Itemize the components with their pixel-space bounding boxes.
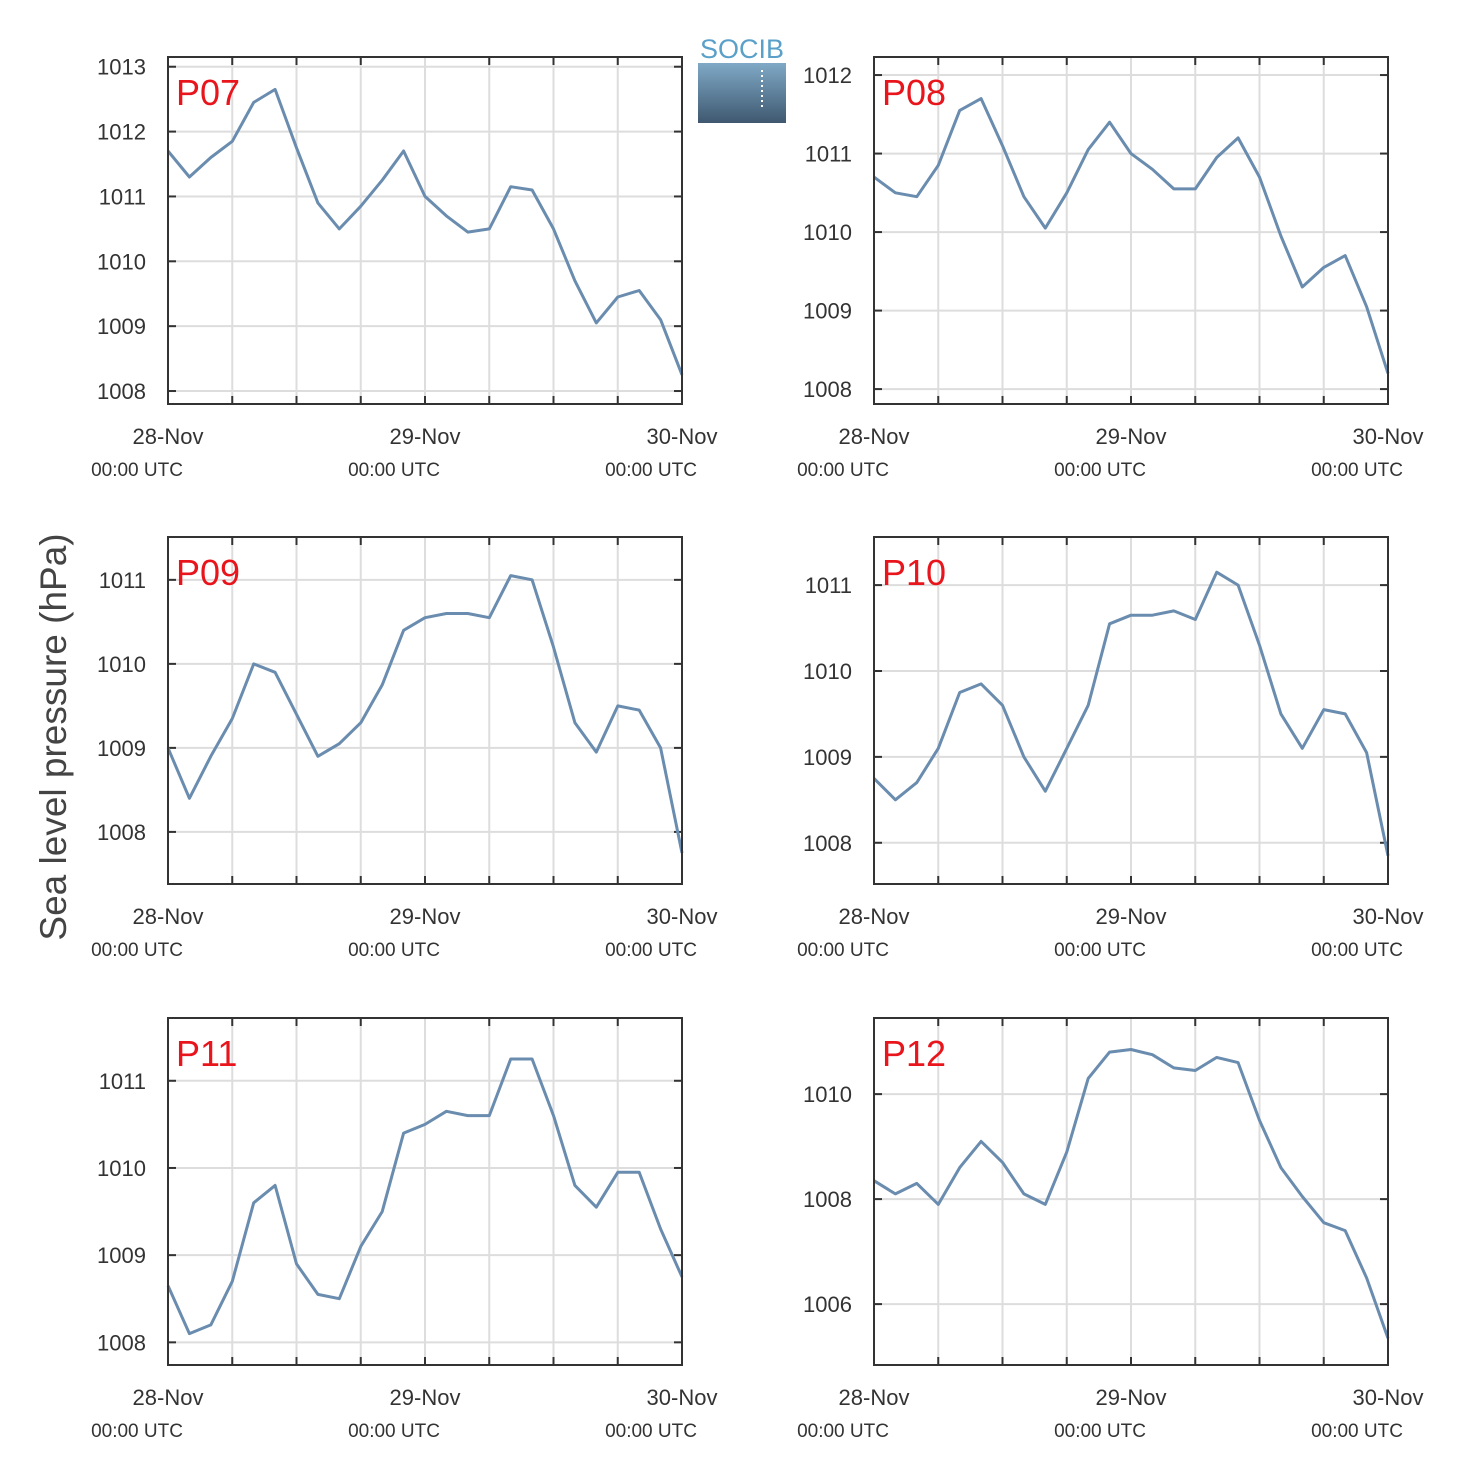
x-tick-label: 30-Nov <box>647 1385 718 1410</box>
panel-title: P12 <box>882 1033 946 1074</box>
x-tick-label: 30-Nov <box>1353 424 1424 449</box>
y-tick-label: 1009 <box>97 736 146 761</box>
x-tick-label: 29-Nov <box>1096 904 1167 929</box>
y-tick-label: 1008 <box>803 1187 852 1212</box>
x-tick-sublabel: 00:00 UTC <box>348 940 440 961</box>
y-tick-label: 1008 <box>97 820 146 845</box>
y-tick-label: 1009 <box>803 745 852 770</box>
y-tick-label: 1008 <box>803 831 852 856</box>
series-line <box>166 87 684 376</box>
x-tick-label: 30-Nov <box>1353 1385 1424 1410</box>
y-tick-label: 1011 <box>805 573 852 598</box>
x-tick-sublabel: 00:00 UTC <box>605 1421 697 1442</box>
x-tick-sublabel: 00:00 UTC <box>797 940 889 961</box>
plot-frame <box>873 536 1389 885</box>
panel: 28-Nov 00:00 UTC 29-Nov 00:00 UTC 30-Nov 00:0… <box>91 55 717 481</box>
panel-title: P10 <box>882 552 946 593</box>
x-tick-label: 28-Nov <box>839 1385 910 1410</box>
x-tick-sublabel: 00:00 UTC <box>1311 940 1403 961</box>
y-tick-label: 1010 <box>803 659 852 684</box>
y-axis-label: Sea level pressure (hPa) <box>33 533 74 940</box>
y-tick-label: 1011 <box>99 568 146 593</box>
x-tick-label: 29-Nov <box>1096 1385 1167 1410</box>
y-tick-label: 1010 <box>97 652 146 677</box>
y-tick-label: 1008 <box>97 1330 146 1355</box>
panel-title: P09 <box>176 552 240 593</box>
plot-frame <box>167 56 683 405</box>
y-tick-label: 1008 <box>97 379 146 404</box>
y-tick-label: 1010 <box>803 220 852 245</box>
y-tick-label: 1008 <box>803 377 852 402</box>
y-tick-label: 1009 <box>803 299 852 324</box>
y-tick-label: 1011 <box>99 1069 146 1094</box>
x-tick-label: 29-Nov <box>390 904 461 929</box>
x-tick-sublabel: 00:00 UTC <box>91 460 183 481</box>
panel-title: P07 <box>176 72 240 113</box>
x-tick-sublabel: 00:00 UTC <box>91 940 183 961</box>
panel-title: P08 <box>882 72 946 113</box>
x-tick-sublabel: 00:00 UTC <box>1311 460 1403 481</box>
y-tick-label: 1006 <box>803 1292 852 1317</box>
x-tick-label: 28-Nov <box>839 904 910 929</box>
x-tick-sublabel: 00:00 UTC <box>1311 1421 1403 1442</box>
x-tick-label: 30-Nov <box>647 424 718 449</box>
panel: 28-Nov 00:00 UTC 29-Nov 00:00 UTC 30-Nov 00:0… <box>797 536 1424 961</box>
x-tick-label: 30-Nov <box>1353 904 1424 929</box>
series-line <box>166 574 684 854</box>
y-tick-label: 1010 <box>803 1082 852 1107</box>
x-tick-label: 28-Nov <box>133 1385 204 1410</box>
panel: 28-Nov 00:00 UTC 29-Nov 00:00 UTC 30-Nov 00:0… <box>91 536 718 961</box>
series-line <box>166 1057 684 1336</box>
logo-block <box>698 63 786 123</box>
panel: 28-Nov 00:00 UTC 29-Nov 00:00 UTC 30-Nov 00:0… <box>91 1017 718 1442</box>
x-tick-label: 28-Nov <box>133 424 204 449</box>
plot-frame <box>167 1017 683 1366</box>
x-tick-sublabel: 00:00 UTC <box>1054 460 1146 481</box>
y-tick-label: 1012 <box>97 120 146 145</box>
x-tick-sublabel: 00:00 UTC <box>605 940 697 961</box>
x-tick-label: 29-Nov <box>1096 424 1167 449</box>
x-tick-sublabel: 00:00 UTC <box>348 1421 440 1442</box>
x-tick-sublabel: 00:00 UTC <box>797 1421 889 1442</box>
panel-title: P11 <box>176 1033 237 1074</box>
y-tick-label: 1009 <box>97 1243 146 1268</box>
series-line <box>872 570 1390 857</box>
panel: 28-Nov 00:00 UTC 29-Nov 00:00 UTC 30-Nov 00:0… <box>797 56 1424 481</box>
plot-frame <box>167 536 683 885</box>
y-tick-label: 1011 <box>99 184 146 209</box>
plot-frame <box>873 1017 1389 1366</box>
logo: SOCIB <box>698 34 786 123</box>
x-tick-sublabel: 00:00 UTC <box>605 460 697 481</box>
logo-text: SOCIB <box>700 34 784 64</box>
panel: 28-Nov 00:00 UTC 29-Nov 00:00 UTC 30-Nov 00:0… <box>797 1017 1424 1442</box>
x-tick-label: 29-Nov <box>390 424 461 449</box>
y-tick-label: 1011 <box>805 142 852 167</box>
x-tick-sublabel: 00:00 UTC <box>797 460 889 481</box>
series-line <box>873 97 1390 374</box>
y-tick-label: 1012 <box>803 63 852 88</box>
x-tick-label: 30-Nov <box>647 904 718 929</box>
x-tick-label: 28-Nov <box>839 424 910 449</box>
x-tick-sublabel: 00:00 UTC <box>1054 940 1146 961</box>
y-tick-label: 1010 <box>97 1156 146 1181</box>
x-tick-sublabel: 00:00 UTC <box>348 460 440 481</box>
x-tick-sublabel: 00:00 UTC <box>1054 1421 1146 1442</box>
series-line <box>873 1048 1390 1339</box>
y-tick-label: 1013 <box>97 55 146 80</box>
y-tick-label: 1009 <box>97 314 146 339</box>
plot-frame <box>873 56 1389 405</box>
y-tick-label: 1010 <box>97 249 146 274</box>
x-tick-label: 29-Nov <box>390 1385 461 1410</box>
x-tick-label: 28-Nov <box>133 904 204 929</box>
x-tick-sublabel: 00:00 UTC <box>91 1421 183 1442</box>
